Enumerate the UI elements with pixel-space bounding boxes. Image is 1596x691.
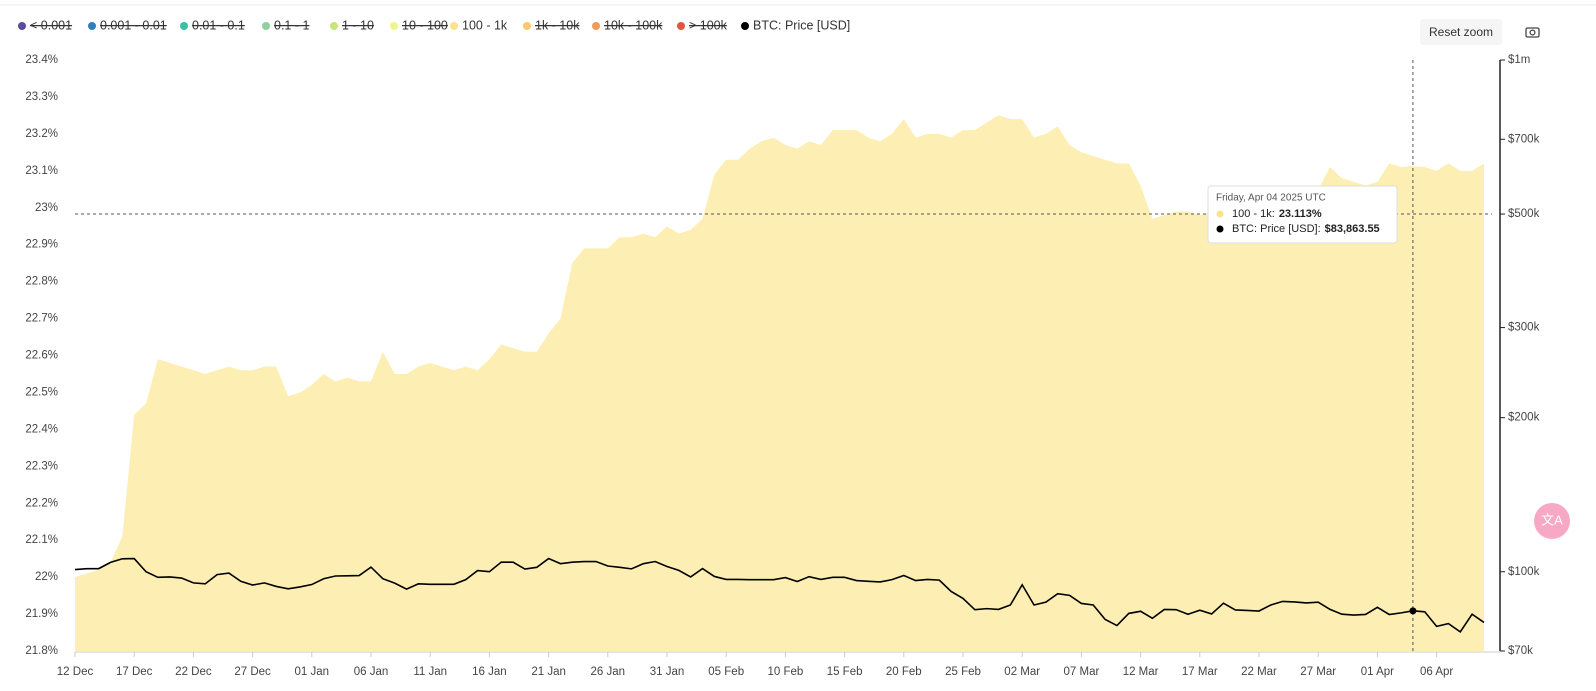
- y-tick-label: 22.8%: [25, 276, 58, 288]
- y-tick-label: 22.7%: [25, 313, 58, 325]
- y-tick-label: 23.3%: [25, 91, 58, 103]
- y-tick-label: 23.1%: [25, 165, 58, 177]
- x-tick-label: 06 Apr: [1420, 666, 1453, 678]
- x-tick-label: 17 Dec: [116, 666, 153, 678]
- x-tick-label: 12 Dec: [57, 666, 94, 678]
- tooltip-dot: [1216, 210, 1224, 218]
- legend-label[interactable]: 100 - 1k: [462, 18, 508, 32]
- y2-tick-label: $500k: [1508, 208, 1540, 220]
- legend-dot: [88, 22, 96, 30]
- x-tick-label: 21 Jan: [531, 666, 566, 678]
- tooltip-bg: [1207, 185, 1398, 244]
- area: [75, 115, 1484, 651]
- x-tick-label: 06 Jan: [354, 666, 389, 678]
- x-tick-label: 01 Apr: [1361, 666, 1394, 678]
- legend-dot: [592, 22, 600, 30]
- y-tick-label: 21.9%: [25, 608, 58, 620]
- reset-zoom-button[interactable]: Reset zoom: [1420, 19, 1502, 45]
- legend-dot: [18, 22, 26, 30]
- y2-tick-label: $1m: [1508, 54, 1530, 66]
- tooltip-item-value: 23.113%: [1279, 208, 1322, 220]
- y-tick-label: 23.4%: [25, 54, 58, 66]
- legend-label[interactable]: 10 - 100: [402, 18, 448, 32]
- x-tick-label: 20 Feb: [886, 666, 922, 678]
- x-tick-label: 27 Dec: [234, 666, 271, 678]
- x-tick-label: 12 Mar: [1123, 666, 1159, 678]
- x-tick-label: 31 Jan: [650, 666, 685, 678]
- tooltip-label: BTC: Price [USD]: $83,863.55: [1232, 223, 1380, 235]
- x-tick-label: 11 Jan: [413, 666, 447, 678]
- x-tick-label: 15 Feb: [827, 666, 863, 678]
- x-tick-label: 10 Feb: [767, 666, 803, 678]
- legend-label[interactable]: < 0.001: [30, 18, 72, 32]
- legend-label[interactable]: 1 - 10: [342, 18, 374, 32]
- legend-dot: [741, 22, 749, 30]
- tooltip-dot: [1216, 225, 1224, 233]
- y-tick-label: 22.4%: [25, 423, 58, 435]
- camera-body[interactable]: [1525, 27, 1540, 38]
- tooltip-title: Friday, Apr 04 2025 UTC: [1216, 193, 1326, 204]
- y-tick-label: 22.5%: [25, 386, 58, 398]
- legend-label[interactable]: > 100k: [689, 18, 728, 32]
- x-tick-label: 01 Jan: [295, 666, 330, 678]
- y-tick-label: 21.8%: [25, 645, 58, 657]
- y-tick-label: 22.6%: [25, 350, 58, 362]
- y2-tick-label: $300k: [1508, 322, 1540, 334]
- x-tick-label: 22 Mar: [1241, 666, 1277, 678]
- legend-dot: [450, 22, 458, 30]
- camera-lens[interactable]: [1529, 29, 1536, 36]
- translate-icon[interactable]: 文A: [1534, 503, 1570, 539]
- legend-dot: [330, 22, 338, 30]
- legend-dot: [390, 22, 398, 30]
- x-tick-label: 02 Mar: [1004, 666, 1040, 678]
- legend-label[interactable]: 0.001 - 0.01: [100, 18, 167, 32]
- y-tick-label: 22.9%: [25, 239, 58, 251]
- x-tick-label: 07 Mar: [1064, 666, 1100, 678]
- legend-label[interactable]: 1k - 10k: [535, 18, 580, 32]
- translate-glyph[interactable]: 文A: [1541, 512, 1563, 527]
- button-bg[interactable]: [1420, 19, 1502, 45]
- y-tick-label: 22.2%: [25, 497, 58, 509]
- x-tick-label: 26 Jan: [591, 666, 626, 678]
- x-tick-label: 25 Feb: [945, 666, 981, 678]
- y2-tick-label: $200k: [1508, 412, 1540, 424]
- x-tick-label: 05 Feb: [708, 666, 744, 678]
- legend-label[interactable]: 0.1 - 1: [274, 18, 309, 32]
- hover-point: [1409, 607, 1417, 615]
- legend-label[interactable]: BTC: Price [USD]: [753, 18, 850, 32]
- x-tick-label: 22 Dec: [175, 666, 212, 678]
- tooltip-item-label: BTC: Price [USD]:: [1232, 223, 1321, 235]
- x-tick-label: 17 Mar: [1182, 666, 1218, 678]
- legend-dot: [180, 22, 188, 30]
- y-tick-label: 22%: [35, 571, 58, 583]
- camera-icon[interactable]: [1525, 27, 1540, 38]
- line: [74, 557, 1485, 633]
- legend-label[interactable]: 10k - 100k: [604, 18, 663, 32]
- tooltip-label: 100 - 1k: 23.113%: [1232, 208, 1322, 220]
- y-tick-label: 22.3%: [25, 460, 58, 472]
- tooltip-item-value: $83,863.55: [1325, 223, 1380, 235]
- y2-tick-label: $70k: [1508, 645, 1533, 657]
- y-tick-label: 22.1%: [25, 534, 58, 546]
- y-tick-label: 23.2%: [25, 128, 58, 140]
- legend-dot: [262, 22, 270, 30]
- x-tick-label: 27 Mar: [1300, 666, 1336, 678]
- translate-bg[interactable]: [1534, 503, 1570, 539]
- y2-tick-label: $700k: [1508, 133, 1540, 145]
- legend-dot: [677, 22, 685, 30]
- x-tick-label: 16 Jan: [472, 666, 507, 678]
- legend-dot: [523, 22, 531, 30]
- y-tick-label: 23%: [35, 202, 58, 214]
- button-label[interactable]: Reset zoom: [1429, 25, 1493, 39]
- y2-tick-label: $100k: [1508, 566, 1540, 578]
- legend-label[interactable]: 0.01 - 0.1: [192, 18, 245, 32]
- tooltip-item-label: 100 - 1k:: [1232, 208, 1275, 220]
